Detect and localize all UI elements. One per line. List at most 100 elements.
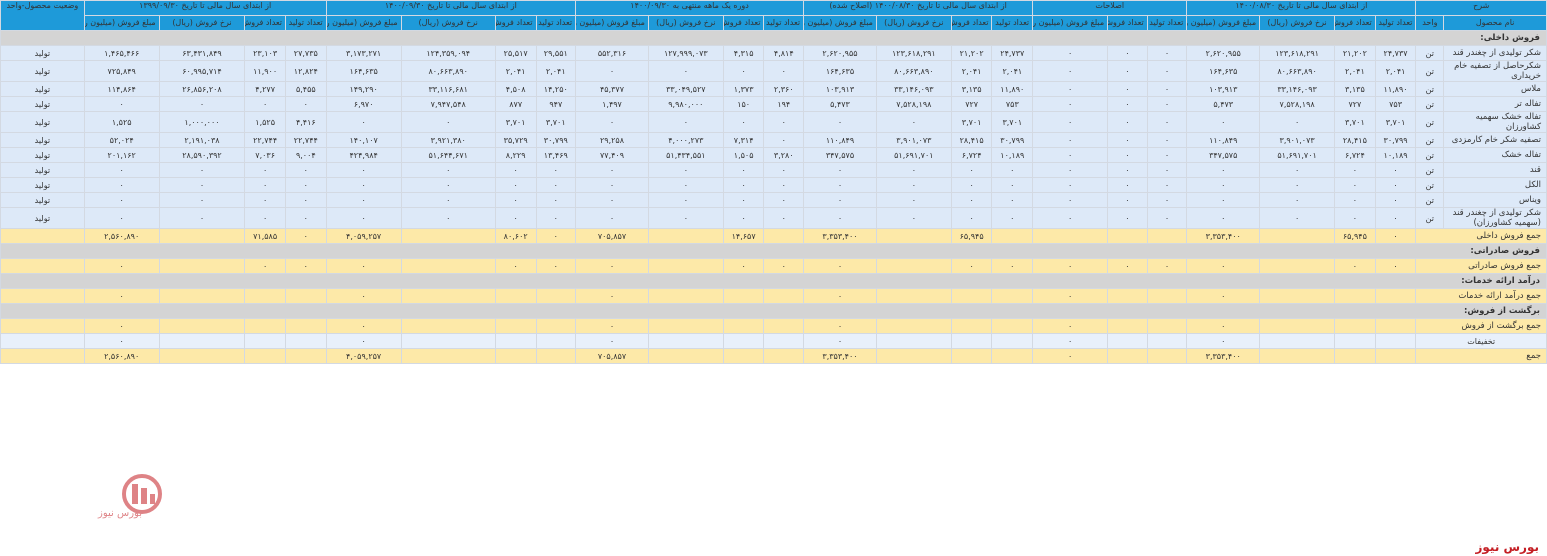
value-cell: ۰ [575, 318, 649, 334]
status-cell [0, 288, 85, 304]
product-name: تفاله خشک [1443, 147, 1547, 163]
status-cell: تولید [0, 96, 85, 112]
value-cell: ۷,۵۲۸,۱۹۸ [1259, 96, 1336, 112]
value-cell: ۳۳,۱۱۶,۶۸۱ [400, 81, 496, 97]
value-cell: ۴۲۴,۹۸۴ [325, 147, 402, 163]
value-cell: ۰ [158, 207, 246, 229]
value-cell: ۳,۷۰۱ [950, 111, 993, 133]
value-cell: ۰ [1186, 207, 1261, 229]
value-cell: ۰ [83, 288, 160, 304]
total-row-export: جمع فروش صادراتی ۰ ۰ ۰ ۰ ۰ ۰ ۰ ۰ ۰ ۰ ۰ ۰ ۰ ۰ ۰ ۰ ۰ ۰ [0, 258, 1547, 274]
value-cell: ۰ [83, 162, 160, 178]
total-label: جمع درآمد ارائه خدمات [1415, 288, 1547, 304]
value-cell [1374, 348, 1417, 364]
table-row: شکرحاصل از تصفیه خام خریداری تن ۲,۰۴۱ ۲,۰۴۱… [0, 60, 1547, 82]
total-label: تخفیفات [1415, 333, 1547, 349]
value-cell: ۰ [950, 258, 993, 274]
value-cell: ۱۰۳,۹۱۳ [1186, 81, 1261, 97]
value-cell: ۰ [244, 258, 286, 274]
report-body: فروش داخلی: شکر تولیدی از چغندر قند تن ۲۴,۷… [0, 30, 1547, 364]
total-row-domestic: جمع فروش داخلی ۰ ۶۵,۹۴۵ ۳,۳۵۳,۴۰۰ ۶۵,۹۴۵ ۳,۳۵… [0, 228, 1547, 244]
value-cell: ۰ [991, 192, 1034, 208]
value-cell: ۲,۳۶۰ [763, 81, 805, 97]
value-cell: ۰ [950, 162, 993, 178]
value-cell [647, 258, 724, 274]
value-cell: ۷,۰۳۶ [244, 147, 286, 163]
value-cell: ۰ [83, 207, 160, 229]
value-cell: ۴,۵۰۸ [494, 81, 537, 97]
value-cell: ۰ [400, 192, 496, 208]
value-cell: ۰ [1259, 192, 1336, 208]
value-cell: ۰ [1032, 132, 1109, 148]
value-cell: ۱۱۰,۸۴۹ [803, 132, 877, 148]
value-cell: ۴,۰۵۹,۲۵۷ [325, 228, 402, 244]
value-cell: ۳۴۷,۵۷۵ [803, 147, 877, 163]
value-cell: ۰ [400, 111, 496, 133]
unit-cell: تن [1415, 96, 1445, 112]
value-cell: ۰ [83, 192, 160, 208]
value-cell: ۵۱,۶۹۱,۷۰۱ [875, 147, 952, 163]
watermark-text: بورس نیوز [1475, 540, 1539, 554]
value-cell [875, 333, 952, 349]
value-cell [1146, 348, 1188, 364]
value-cell: ۰ [284, 228, 327, 244]
status-cell: تولید [0, 192, 85, 208]
value-cell: ۰ [1146, 162, 1188, 178]
value-cell: ۷۵۳ [1374, 96, 1417, 112]
status-cell [0, 318, 85, 334]
table-row: الکل تن ۰ ۰ ۰ ۰ ۰ ۰ ۰ ۰ ۰ ۰ ۰ ۰ ۰ ۰ ۰ ۰ ۰ ۰ ۰ ۰ ۰ ۰ ۰ تولید [0, 177, 1547, 193]
value-cell: ۰ [158, 96, 246, 112]
value-cell: ۰ [1186, 288, 1261, 304]
value-cell: ۹,۰۰۴ [284, 147, 327, 163]
value-cell: ۰ [535, 177, 577, 193]
value-cell: ۰ [803, 318, 877, 334]
table-row: شکر تولیدی از چغندر قند (سهمیه کشاورزان)… [0, 207, 1547, 229]
value-cell: ۰ [763, 207, 805, 229]
value-cell: ۰ [1374, 162, 1417, 178]
value-cell: ۰ [494, 177, 537, 193]
value-cell [158, 333, 246, 349]
value-cell [763, 288, 805, 304]
value-cell: ۰ [575, 333, 649, 349]
value-cell: ۰ [1186, 111, 1261, 133]
value-cell: ۰ [575, 177, 649, 193]
value-cell: ۰ [575, 207, 649, 229]
value-cell: ۱,۰۰۰,۰۰۰ [158, 111, 246, 133]
value-cell: ۰ [1107, 96, 1148, 112]
total-label: جمع فروش داخلی [1415, 228, 1547, 244]
value-cell: ۰ [575, 192, 649, 208]
value-cell [158, 318, 246, 334]
value-cell: ۰ [1186, 177, 1261, 193]
value-cell: ۸۰,۶۶۳,۸۹۰ [400, 60, 496, 82]
value-cell: ۶,۷۲۴ [950, 147, 993, 163]
value-cell [494, 318, 537, 334]
product-name: تصفیه شکر خام کارمزدی [1443, 132, 1547, 148]
unit-cell: تن [1415, 177, 1445, 193]
value-cell: ۰ [325, 258, 402, 274]
value-cell: ۲,۰۴۱ [1374, 60, 1417, 82]
value-cell [991, 348, 1034, 364]
value-cell: ۰ [1032, 333, 1109, 349]
value-cell: ۳۳,۱۴۶,۰۹۳ [1259, 81, 1336, 97]
value-cell [535, 288, 577, 304]
value-cell [400, 333, 496, 349]
status-cell: تولید [0, 111, 85, 133]
value-cell [1107, 348, 1148, 364]
value-cell: ۰ [1334, 162, 1376, 178]
value-cell [722, 288, 765, 304]
value-cell: ۲,۱۹۱,۰۳۸ [158, 132, 246, 148]
value-cell: ۰ [494, 162, 537, 178]
section-row-export: فروش صادراتی: [0, 243, 1547, 259]
value-cell: ۲۸,۴۱۵ [1334, 132, 1376, 148]
value-cell: ۰ [244, 177, 286, 193]
value-cell [1374, 318, 1417, 334]
value-cell: ۲۸,۵۹۰,۳۹۲ [158, 147, 246, 163]
value-cell: ۰ [575, 60, 649, 82]
value-cell: ۵,۴۵۵ [284, 81, 327, 97]
status-cell [0, 333, 85, 349]
unit-cell: تن [1415, 132, 1445, 148]
value-cell [763, 348, 805, 364]
value-cell: ۲۱,۲۰۲ [950, 45, 993, 61]
value-cell [875, 288, 952, 304]
value-cell: ۰ [1146, 60, 1188, 82]
